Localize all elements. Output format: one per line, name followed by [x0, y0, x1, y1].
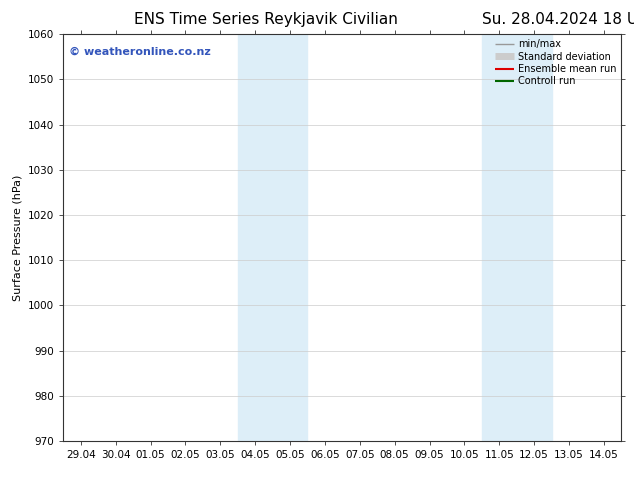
Bar [482, 34, 552, 441]
Text: © weatheronline.co.nz: © weatheronline.co.nz [69, 47, 210, 56]
Y-axis label: Surface Pressure (hPa): Surface Pressure (hPa) [13, 174, 23, 301]
Text: ENS Time Series Reykjavik Civilian: ENS Time Series Reykjavik Civilian [134, 12, 398, 27]
Bar [238, 34, 307, 441]
Legend: min/max, Standard deviation, Ensemble mean run, Controll run: min/max, Standard deviation, Ensemble me… [495, 39, 616, 86]
Text: Su. 28.04.2024 18 UTC: Su. 28.04.2024 18 UTC [482, 12, 634, 27]
